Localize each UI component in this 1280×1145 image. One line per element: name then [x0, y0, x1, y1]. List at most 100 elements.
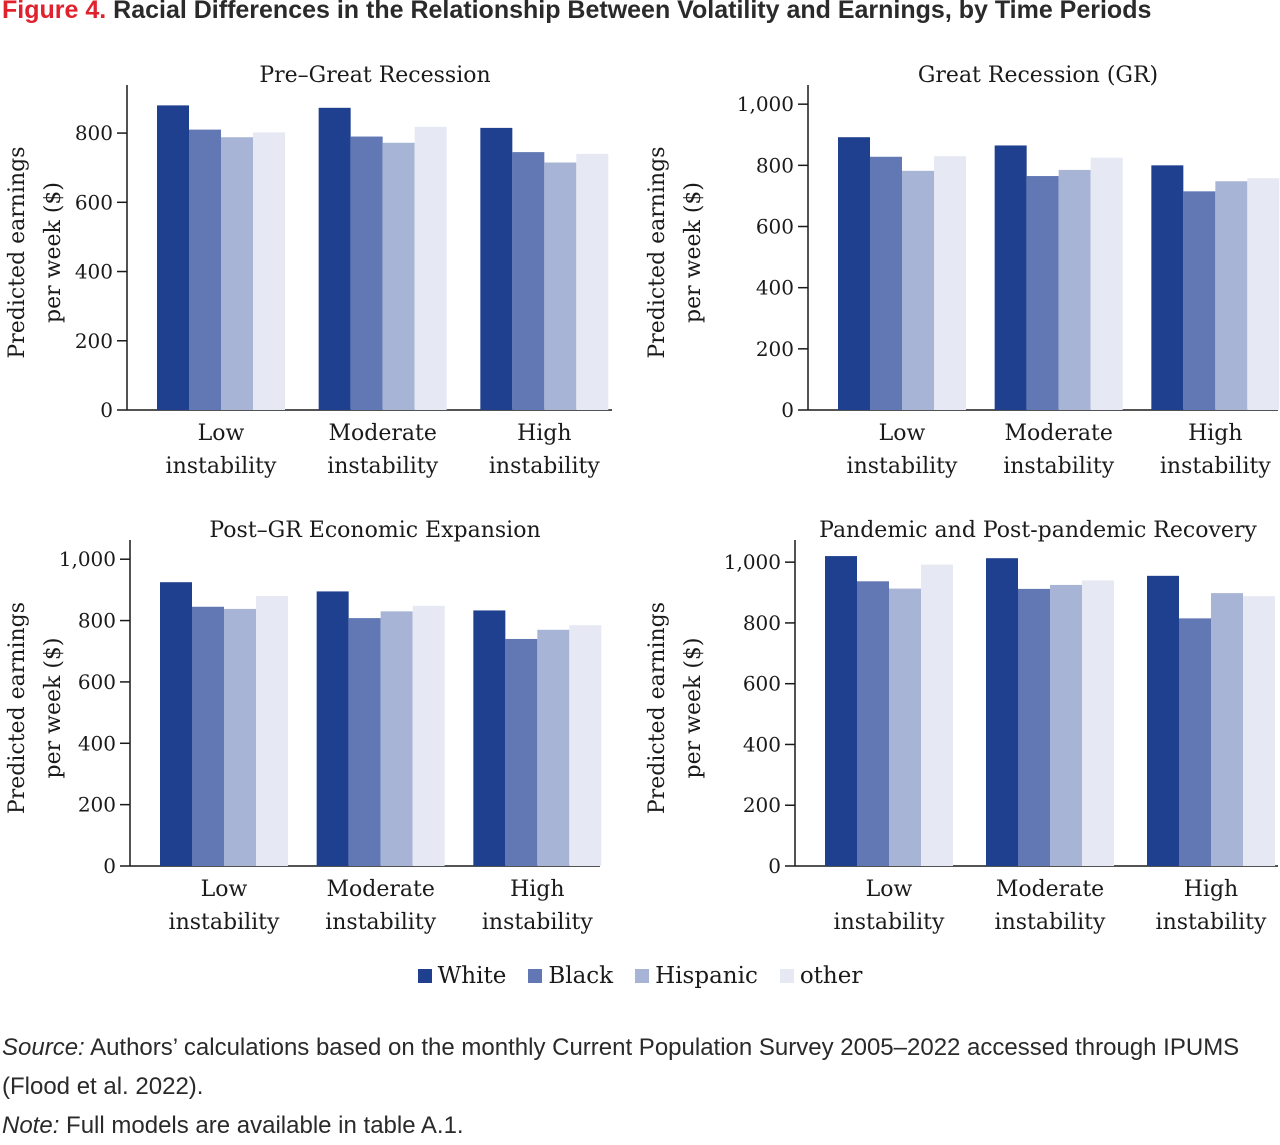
bar-white-2: [318, 107, 351, 411]
legend-item-black: Black: [528, 963, 613, 989]
bar-black-1: [192, 606, 224, 866]
x-category-label: Moderate: [326, 877, 434, 902]
figure-title-text: Racial Differences in the Relationship B…: [113, 0, 1152, 24]
x-category-label: instability: [847, 454, 958, 479]
bar-hispanic-1: [902, 170, 934, 410]
y-tick-label: 800: [756, 153, 794, 177]
y-tick-label: 0: [100, 398, 113, 422]
bar-hispanic-2: [380, 611, 413, 866]
y-tick-label: 800: [743, 611, 781, 635]
legend-swatch-white: [417, 969, 432, 983]
y-axis-label: per week ($): [681, 638, 706, 779]
x-category-label: High: [1188, 421, 1242, 446]
bar-other-2: [412, 605, 445, 866]
chart-1-svg: Pre–Great Recession Predicted earnings per…: [5, 63, 612, 479]
bar-hispanic-3: [537, 629, 570, 866]
y-axis-label: Predicted earnings: [645, 602, 670, 814]
bar-other-3: [1247, 178, 1280, 410]
bar-black-3: [505, 638, 538, 866]
chart-panel-2: Great Recession (GR) Predicted earnings pe…: [640, 55, 1280, 525]
y-tick-label: 400: [756, 276, 794, 300]
x-category-label: instability: [1156, 910, 1267, 935]
legend-swatch-black: [528, 969, 543, 983]
x-category-label: High: [510, 877, 564, 902]
chart-3-svg: Post–GR Economic Expansion Predicted earn…: [5, 518, 602, 935]
bar-other-1: [253, 132, 285, 410]
y-axis-label: Predicted earnings: [5, 146, 30, 358]
legend-item-white: White: [417, 963, 506, 989]
legend-label-other: other: [799, 963, 863, 989]
x-category-label: Low: [201, 877, 248, 902]
figure-label: Figure 4.: [2, 0, 107, 24]
bar-white-3: [1147, 575, 1179, 866]
bar-white-3: [480, 127, 513, 410]
bar-other-1: [256, 596, 288, 866]
y-axis-label: per week ($): [41, 182, 66, 323]
bar-white-1: [838, 137, 870, 410]
x-category-label: instability: [327, 454, 438, 479]
chart-panel-3: Post–GR Economic Expansion Predicted earn…: [0, 510, 640, 980]
bar-other-3: [569, 625, 602, 866]
y-axis-label: Predicted earnings: [645, 146, 670, 358]
bar-other-1: [921, 564, 953, 866]
x-category-label: instability: [1003, 454, 1114, 479]
y-axis-label: per week ($): [41, 638, 66, 779]
y-tick-label: 1,000: [59, 547, 116, 571]
chart-legend: White Black Hispanic other: [0, 963, 1280, 989]
y-tick-label: 0: [103, 854, 116, 878]
bar-hispanic-3: [1211, 593, 1243, 866]
figure-title: Figure 4. Racial Differences in the Rela…: [2, 0, 1151, 25]
bar-hispanic-2: [1050, 584, 1082, 866]
x-category-label: instability: [482, 910, 593, 935]
bar-white-3: [473, 610, 506, 866]
bar-hispanic-1: [889, 588, 921, 866]
y-tick-label: 200: [743, 793, 781, 817]
x-category-label: Low: [198, 421, 245, 446]
x-category-label: Low: [866, 877, 913, 902]
bar-white-3: [1151, 165, 1184, 410]
y-tick-label: 400: [78, 731, 116, 755]
x-category-label: High: [1184, 877, 1238, 902]
chart-panel-4: Pandemic and Post-pandemic Recovery Predi…: [640, 510, 1280, 980]
bar-black-1: [189, 129, 221, 410]
bar-black-2: [348, 618, 381, 866]
y-tick-label: 600: [743, 672, 781, 696]
x-category-label: instability: [169, 910, 280, 935]
chart-title: Pandemic and Post-pandemic Recovery: [819, 518, 1257, 543]
legend-item-other: other: [779, 963, 863, 989]
x-category-label: Moderate: [1004, 421, 1112, 446]
chart-2-svg: Great Recession (GR) Predicted earnings pe…: [645, 63, 1280, 479]
y-tick-label: 200: [78, 793, 116, 817]
source-label: Source:: [2, 1034, 85, 1061]
bar-other-3: [1243, 596, 1275, 866]
source-text: Authors’ calculations based on the month…: [2, 1034, 1240, 1100]
legend-label-black: Black: [548, 963, 614, 989]
x-category-label: High: [517, 421, 571, 446]
bar-white-2: [986, 558, 1018, 866]
bar-white-1: [157, 105, 189, 410]
bar-hispanic-3: [1215, 181, 1248, 410]
x-category-label: instability: [995, 910, 1106, 935]
bar-other-1: [934, 156, 966, 410]
chart-4-svg: Pandemic and Post-pandemic Recovery Predi…: [645, 518, 1278, 935]
bar-hispanic-1: [221, 137, 253, 410]
legend-swatch-other: [779, 969, 794, 983]
y-tick-label: 0: [768, 854, 781, 878]
legend-label-hispanic: Hispanic: [655, 963, 758, 989]
x-category-label: instability: [489, 454, 600, 479]
x-category-label: instability: [325, 910, 436, 935]
bar-black-3: [512, 152, 545, 410]
bar-black-2: [1018, 588, 1050, 866]
y-tick-label: 800: [75, 121, 113, 145]
bar-hispanic-2: [1058, 169, 1091, 410]
note-text: Full models are available in table A.1.: [59, 1112, 464, 1139]
y-tick-label: 400: [743, 732, 781, 756]
y-tick-label: 600: [75, 190, 113, 214]
bar-black-1: [857, 581, 889, 866]
y-tick-label: 1,000: [724, 550, 781, 574]
x-category-label: Moderate: [328, 421, 436, 446]
bar-black-2: [350, 136, 383, 410]
x-category-label: instability: [166, 454, 277, 479]
source-note: Source: Authors’ calculations based on t…: [2, 1028, 1278, 1106]
model-note: Note: Full models are available in table…: [2, 1106, 464, 1145]
